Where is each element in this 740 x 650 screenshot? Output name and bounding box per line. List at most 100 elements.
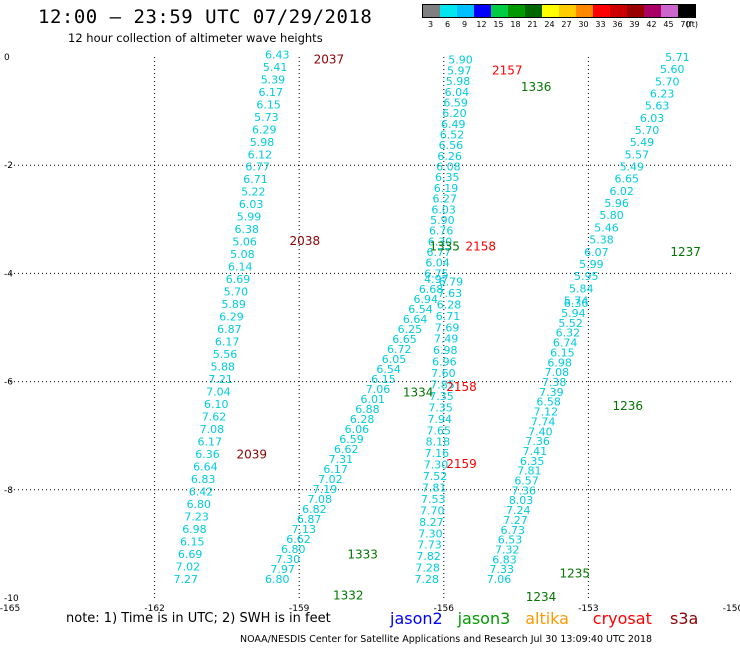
- color-swatch-12: [474, 5, 491, 17]
- color-swatch-24: [542, 5, 559, 17]
- wave-height-value: 5.38: [589, 234, 614, 247]
- x-tick-label: -165: [0, 604, 20, 614]
- wave-height-value: 5.95: [574, 270, 599, 283]
- wave-height-value: 8.27: [419, 516, 444, 529]
- y-tick-label: -10: [4, 594, 19, 604]
- color-swatch-27: [559, 5, 576, 17]
- color-swatch-label: 42: [646, 20, 657, 29]
- wave-height-value: 4.97: [424, 273, 449, 286]
- wave-height-value: 5.80: [599, 209, 624, 222]
- wave-height-value: 6.07: [584, 246, 609, 259]
- wave-height-value: 7.08: [307, 493, 332, 506]
- wave-height-value: 6.30: [428, 235, 453, 248]
- wave-height-value: 7.35: [429, 390, 454, 403]
- wave-height-value: 6.35: [520, 455, 545, 468]
- wave-height-value: 5.41: [263, 61, 288, 74]
- wave-height-value: 6.20: [442, 107, 467, 120]
- wave-height-value: 6.59: [443, 96, 468, 109]
- wave-height-value: 6.94: [414, 293, 439, 306]
- wave-height-value: 5.08: [230, 248, 255, 261]
- wave-height-value: 5.56: [213, 348, 238, 361]
- pass-time-label: 1237: [670, 245, 701, 259]
- color-swatch-label: 6: [444, 20, 451, 29]
- color-swatch-18: [508, 5, 525, 17]
- wave-height-value: 7.30: [424, 459, 449, 472]
- wave-height-value: 5.22: [241, 186, 266, 199]
- color-swatch-label: 18: [510, 20, 521, 29]
- wave-height-value: 6.15: [371, 373, 396, 386]
- wave-height-value: 6.28: [437, 298, 462, 311]
- wave-height-value: 6.17: [323, 463, 348, 476]
- satellite-legend-entry: jason3: [457, 609, 511, 628]
- wave-height-value: 5.98: [446, 75, 471, 88]
- wave-height-value: 6.76: [429, 225, 454, 238]
- wave-height-value: 7.08: [200, 423, 225, 436]
- wave-height-value: 5.84: [569, 282, 594, 295]
- color-swatch-label: 21: [527, 20, 538, 29]
- wave-height-value: 6.25: [398, 323, 423, 336]
- wave-height-value: 7.21: [208, 373, 233, 386]
- wave-height-value: 6.28: [350, 413, 375, 426]
- wave-height-value: 5.88: [211, 361, 236, 374]
- wave-height-value: 5.97: [447, 64, 472, 77]
- wave-height-value: 5.71: [665, 51, 690, 64]
- chart-subtitle: 12 hour collection of altimeter wave hei…: [68, 31, 323, 45]
- color-swatch-45: [661, 5, 678, 17]
- wave-height-value: 6.03: [239, 198, 264, 211]
- wave-height-value: 7.63: [438, 287, 463, 300]
- wave-height-value: 6.15: [550, 346, 575, 359]
- wave-height-value: 6.83: [191, 473, 216, 486]
- wave-height-value: 7.16: [425, 447, 450, 460]
- wave-height-value: 6.52: [440, 128, 465, 141]
- wave-height-value: 5.96: [604, 197, 629, 210]
- wave-height-value: 7.53: [421, 493, 446, 506]
- wave-height-value: 7.02: [318, 473, 343, 486]
- color-swatch-33: [593, 5, 610, 17]
- wave-height-value: 6.38: [235, 223, 260, 236]
- wave-height-value: 5.90: [448, 54, 473, 67]
- wave-height-value: 6.62: [286, 533, 311, 546]
- wave-height-value: 6.57: [514, 475, 539, 488]
- wave-height-value: 5.60: [660, 63, 685, 76]
- wave-height-value: 6.82: [302, 503, 327, 516]
- wave-height-value: 6.72: [387, 343, 412, 356]
- wave-height-value: 6.02: [609, 185, 634, 198]
- wave-height-value: 5.99: [237, 211, 262, 224]
- wave-height-value: 6.17: [197, 436, 222, 449]
- wave-height-value: 6.04: [445, 86, 470, 99]
- pass-time-label: 1235: [559, 567, 590, 581]
- wave-height-value: 6.15: [180, 536, 205, 549]
- color-swatch-label: 15: [493, 20, 504, 29]
- wave-height-value: 6.62: [334, 443, 359, 456]
- pass-time-label: 1236: [613, 399, 644, 413]
- color-swatch-39: [627, 5, 644, 17]
- wave-height-value: 7.35: [428, 401, 453, 414]
- pass-time-label: 1332: [333, 588, 364, 602]
- pass-time-label: 2159: [446, 457, 477, 471]
- wave-height-value: 5.46: [594, 221, 619, 234]
- pass-time-label: 1333: [347, 548, 378, 562]
- pass-time-label: 2039: [237, 448, 268, 462]
- wave-height-value: 5.73: [254, 111, 279, 124]
- x-tick-label: -150: [723, 604, 740, 614]
- wave-height-value: 6.69: [226, 273, 251, 286]
- pass-time-label: 1234: [526, 590, 557, 604]
- wave-height-value: 6.98: [433, 344, 458, 357]
- x-tick-label: -156: [434, 604, 455, 614]
- wave-height-value: 7.81: [422, 482, 447, 495]
- wave-height-value: 5.90: [430, 214, 455, 227]
- x-tick-label: -153: [578, 604, 598, 614]
- pass-time-label: 1334: [403, 385, 434, 399]
- wave-height-value: 6.65: [615, 173, 640, 186]
- wave-height-value: 5.39: [261, 73, 286, 86]
- wave-height-value: 7.40: [528, 425, 553, 438]
- color-swatch-label: 36: [612, 20, 623, 29]
- wave-height-value: 7.39: [539, 386, 564, 399]
- wave-height-value: 6.15: [256, 98, 281, 111]
- pass-time-label: 2158: [446, 380, 477, 394]
- wave-height-value: 6.08: [436, 161, 461, 174]
- color-swatch-label: 12: [476, 20, 487, 29]
- wave-height-value: 6.43: [265, 48, 290, 61]
- pass-time-label: 1335: [429, 239, 460, 253]
